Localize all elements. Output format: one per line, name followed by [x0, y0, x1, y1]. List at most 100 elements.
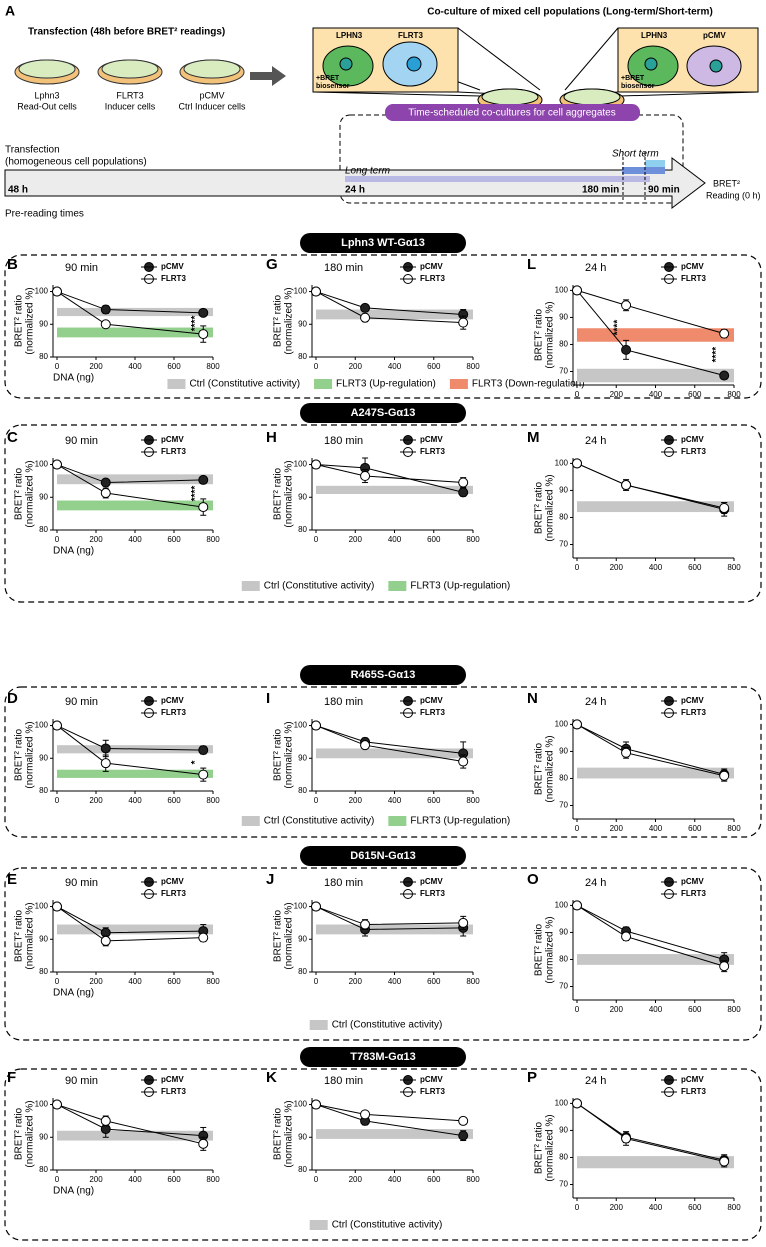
time-label: 90 min — [648, 185, 680, 196]
time-label: 180 min — [582, 185, 619, 196]
data-point — [458, 487, 469, 498]
y-tick-label: 80 — [559, 955, 568, 964]
data-point — [572, 719, 582, 730]
data-point — [311, 901, 321, 912]
data-point — [458, 477, 469, 488]
x-tick-label: 200 — [610, 390, 624, 399]
x-tick-label: 200 — [89, 535, 103, 544]
data-point — [311, 720, 321, 731]
group-title-pill — [300, 665, 466, 685]
x-tick-label: 200 — [610, 824, 624, 833]
x-tick-label: 400 — [649, 824, 663, 833]
x-tick-label: 600 — [688, 1005, 702, 1014]
x-tick-label: 400 — [128, 977, 142, 986]
timeline-label: Transfection — [5, 145, 60, 156]
y-tick-label: 100 — [294, 287, 308, 296]
x-tick-label: 0 — [314, 1175, 319, 1184]
x-tick-label: 200 — [610, 1203, 624, 1212]
x-tick-label: 600 — [167, 362, 181, 371]
data-point — [198, 329, 209, 340]
y-tick-label: 80 — [39, 967, 48, 976]
y-tick-label: 90 — [298, 492, 307, 501]
banner-text: Time-scheduled co-cultures for cell aggr… — [408, 108, 616, 119]
x-tick-label: 800 — [727, 1203, 741, 1212]
legend-label: pCMV — [161, 696, 184, 705]
group-title: T783M-Gα13 — [350, 1051, 415, 1063]
y-tick-label: 100 — [294, 902, 308, 911]
dish-role: Inducer cells — [105, 101, 156, 111]
y-tick-label: 70 — [559, 801, 568, 810]
data-point — [360, 1109, 371, 1120]
data-point — [100, 743, 111, 754]
y-tick-label: 90 — [559, 1126, 568, 1135]
legend-label: FLRT3 — [681, 274, 706, 283]
panel-letter: E — [7, 871, 17, 888]
x-tick-label: 800 — [466, 362, 480, 371]
y-tick-label: 70 — [559, 982, 568, 991]
legend-swatch — [309, 1020, 328, 1030]
legend-label: FLRT3 — [161, 274, 186, 283]
long-term-label: Long term — [345, 166, 390, 177]
x-tick-label: 600 — [427, 796, 441, 805]
x-tick-label: 800 — [727, 1005, 741, 1014]
time-label: 180 min — [324, 877, 363, 889]
band — [316, 748, 473, 759]
y-tick-label: 100 — [294, 460, 308, 469]
short-term-label: Short term — [612, 149, 659, 160]
data-point — [360, 919, 371, 930]
data-point — [572, 285, 582, 296]
time-label: 90 min — [65, 262, 98, 274]
y-tick-label: 80 — [298, 1165, 307, 1174]
y-label: (normalized %) — [25, 1100, 36, 1167]
y-label: BRET² ratio — [534, 1121, 545, 1174]
data-point — [360, 471, 371, 481]
data-point — [198, 769, 209, 780]
x-tick-label: 200 — [89, 796, 103, 805]
data-point — [572, 1098, 582, 1109]
legend-label: pCMV — [161, 435, 184, 444]
group-box — [4, 424, 762, 603]
schematic-title: Co-culture of mixed cell populations (Lo… — [427, 7, 713, 18]
biosensor-label: biosensor — [621, 83, 655, 90]
data-point — [311, 459, 321, 470]
biosensor-label: +BRET — [621, 75, 645, 82]
arrow — [250, 66, 286, 86]
legend-swatch — [388, 581, 407, 591]
y-label: BRET² ratio — [534, 481, 545, 534]
data-point — [311, 286, 321, 297]
y-tick-label: 100 — [35, 721, 49, 730]
series-line — [576, 1102, 725, 1161]
x-tick-label: 0 — [314, 362, 319, 371]
data-point — [458, 1115, 469, 1126]
dish-name: pCMV — [199, 90, 224, 100]
series-line — [315, 906, 464, 926]
x-tick-label: 600 — [167, 1175, 181, 1184]
data-point — [198, 745, 209, 756]
legend-label: Ctrl (Constitutive activity) — [189, 379, 300, 390]
legend-label: Ctrl (Constitutive activity) — [264, 581, 375, 592]
y-tick-label: 90 — [298, 1132, 307, 1141]
x-tick-label: 400 — [128, 535, 142, 544]
x-tick-label: 200 — [89, 362, 103, 371]
y-tick-label: 100 — [35, 902, 49, 911]
biosensor-label: +BRET — [316, 75, 340, 82]
data-point — [621, 480, 632, 491]
series-line — [576, 904, 725, 960]
x-tick-label: 200 — [610, 563, 624, 572]
x-tick-label: 400 — [388, 977, 402, 986]
y-tick-label: 80 — [298, 967, 307, 976]
band — [577, 368, 734, 383]
panel-letter: I — [266, 690, 270, 707]
legend-label: Ctrl (Constitutive activity) — [332, 1220, 443, 1231]
series-line — [576, 723, 725, 775]
y-label: BRET² ratio — [273, 1107, 284, 1160]
band — [316, 1129, 473, 1139]
x-label: DNA (ng) — [53, 1186, 94, 1197]
time-label: 90 min — [65, 1075, 98, 1087]
x-tick-label: 0 — [55, 362, 60, 371]
x-tick-label: 0 — [575, 1005, 580, 1014]
y-tick-label: 90 — [559, 313, 568, 322]
panel-letter: J — [266, 871, 274, 888]
legend-label: pCMV — [681, 435, 704, 444]
legend-swatch — [388, 816, 407, 826]
